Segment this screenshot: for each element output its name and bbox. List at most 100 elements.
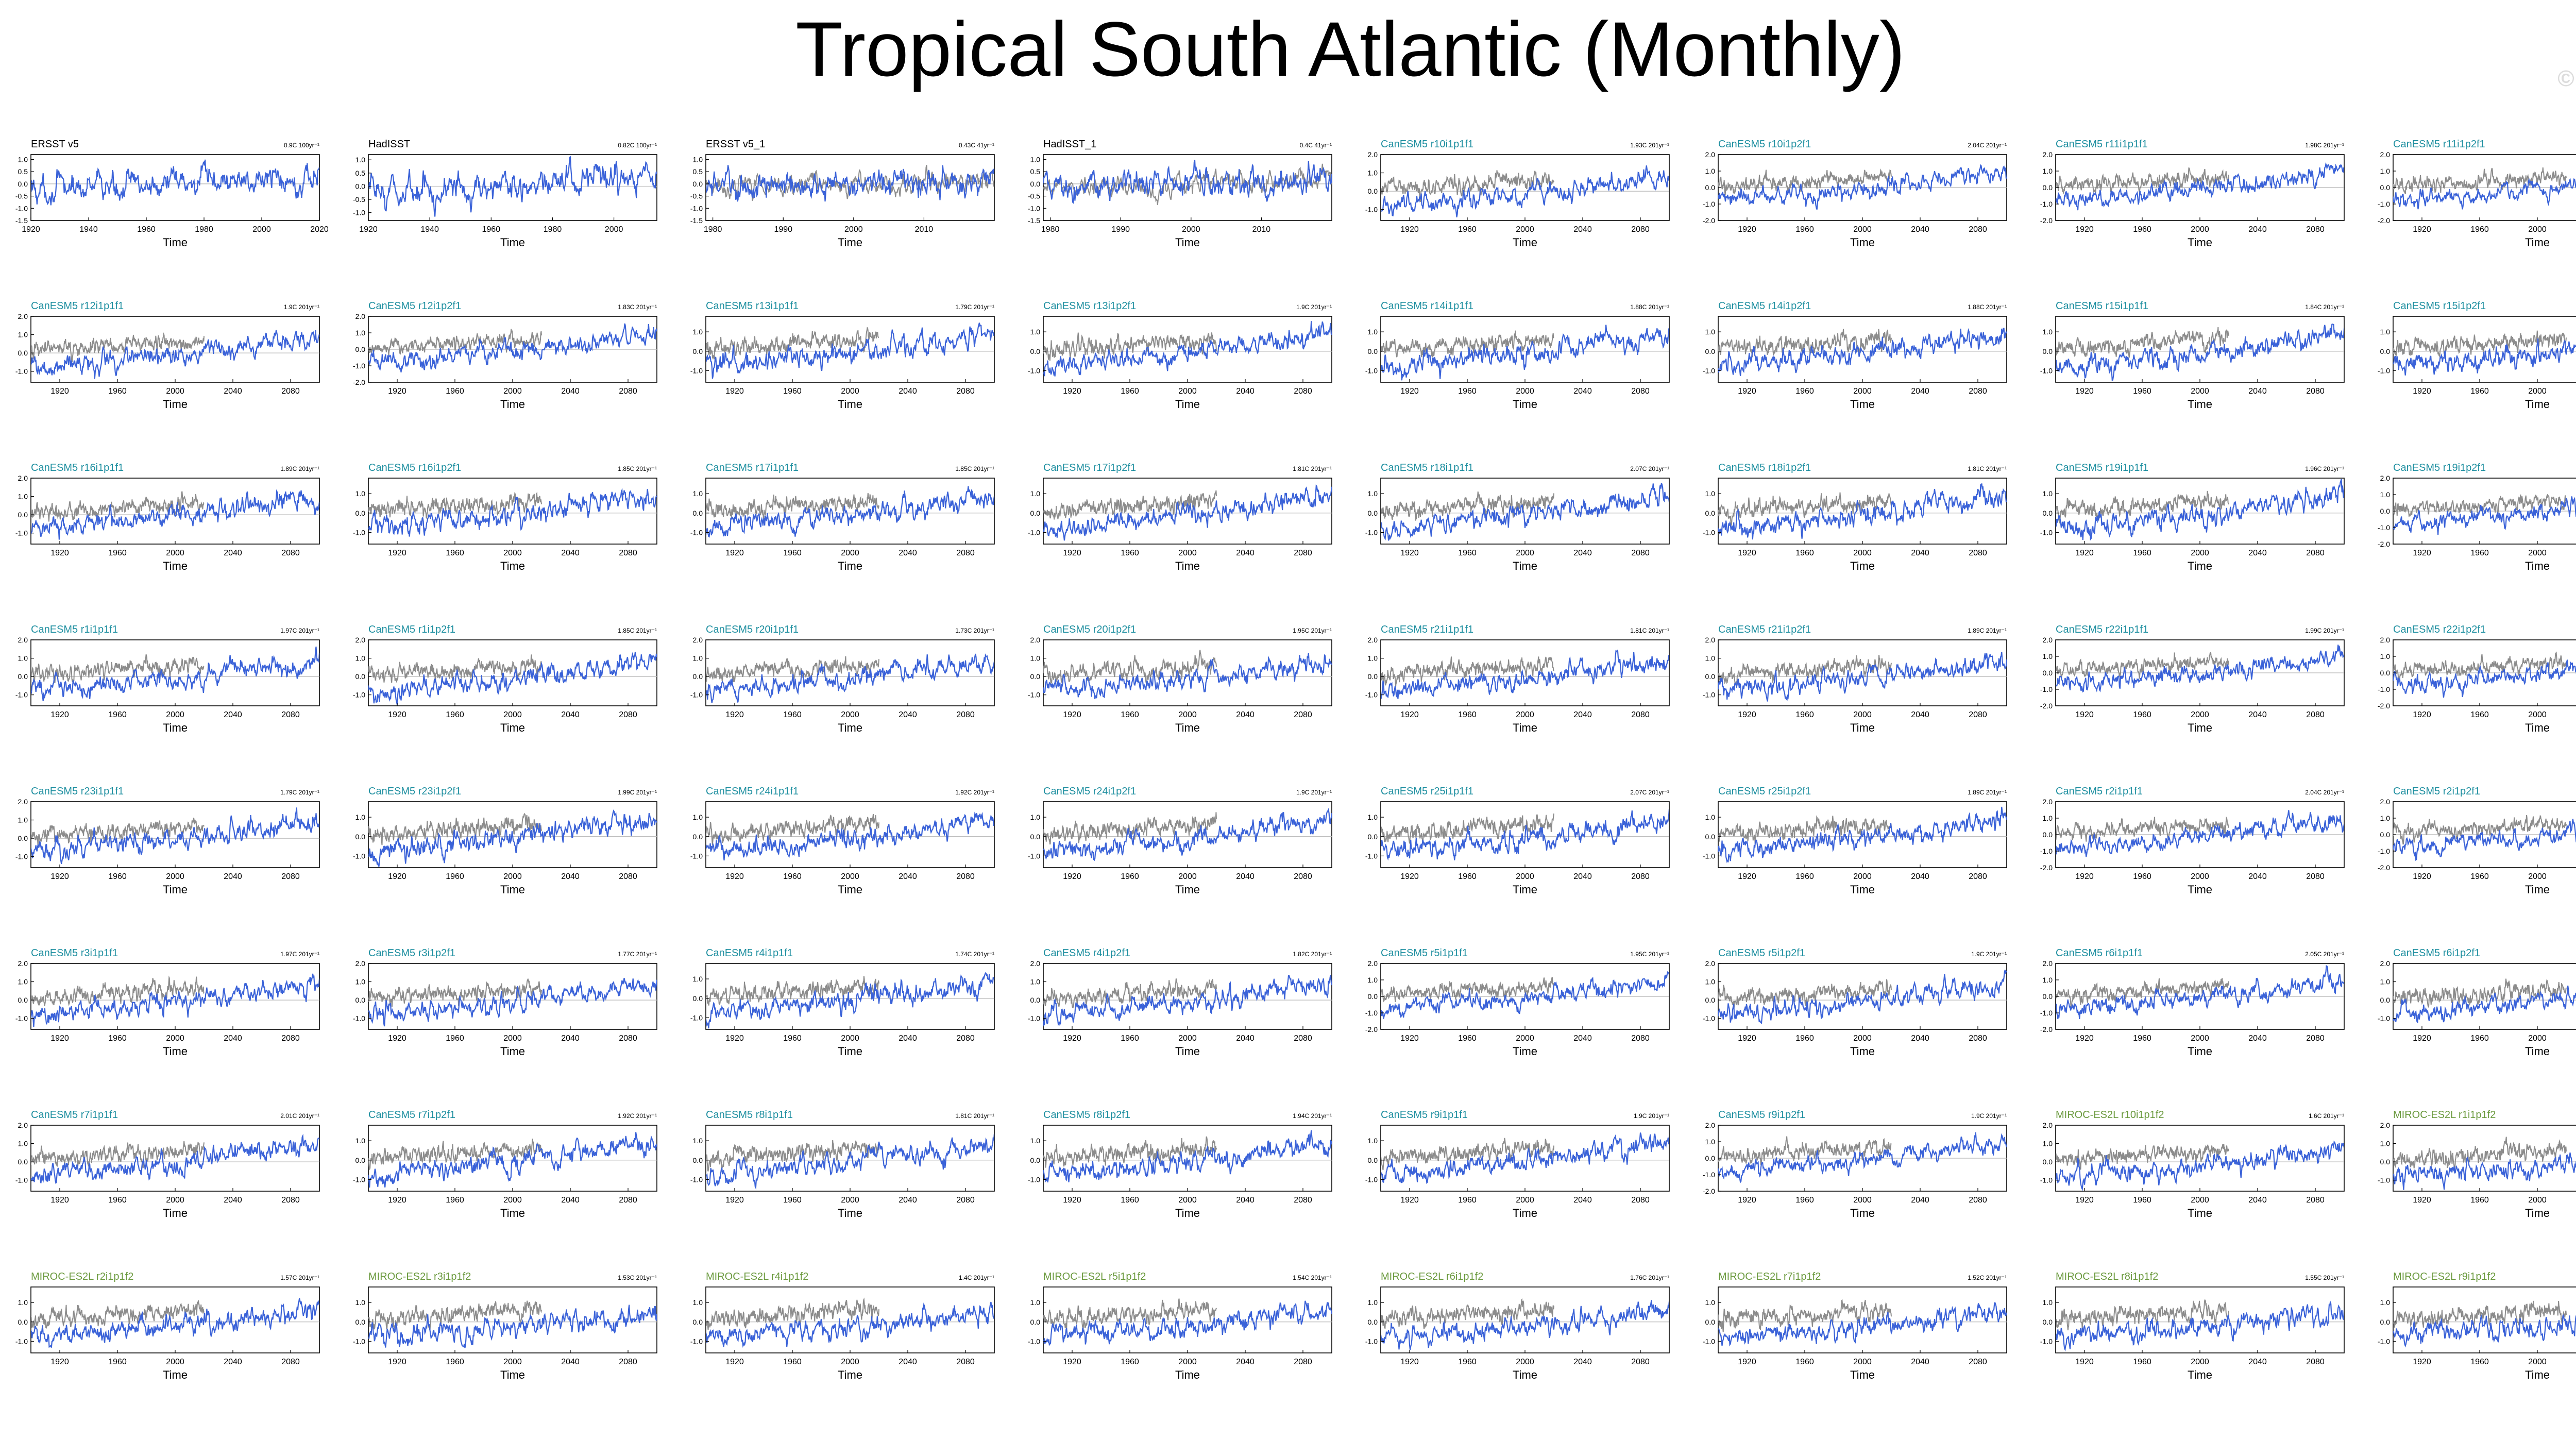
chart-panel: CanESM5 r11i1p2f11.85C 201yr⁻¹2.01.00.0-… xyxy=(2378,139,2576,249)
series-line xyxy=(368,156,657,217)
x-tick-label: 2080 xyxy=(1969,872,1987,881)
chart-panel: MIROC-ES2L r10i1p1f2 1.6C 201yr⁻¹ 2.0 1.0 0.… xyxy=(2040,1109,2345,1219)
series-line xyxy=(706,1301,994,1348)
y-tick-label: -2.0 xyxy=(2378,216,2390,225)
x-tick-label: 2000 xyxy=(1178,710,1197,719)
panel-label: CanESM5 r12i1p1f1 xyxy=(31,300,124,312)
y-tick-label: -2.0 xyxy=(1365,1025,1378,1034)
x-tick-label: 1920 xyxy=(725,1196,744,1205)
trend-label: 1.9C 201yr⁻¹ xyxy=(1634,1112,1669,1120)
x-tick-label: 2000 xyxy=(841,549,859,557)
x-axis-label: Time xyxy=(1175,721,1200,734)
y-tick-label: 0.0 xyxy=(1030,833,1041,841)
x-tick-label: 2040 xyxy=(224,872,242,881)
x-tick-label: 1960 xyxy=(1795,1196,1814,1205)
chart-panel: CanESM5 r16i1p1f1 1.89C 201yr⁻¹ 2.0 1.0 0.0 -… xyxy=(15,462,320,572)
panel-label: CanESM5 r9i1p2f1 xyxy=(1718,1109,1805,1121)
y-tick-label: 0.0 xyxy=(693,833,703,841)
trend-label: 1.85C 201yr⁻¹ xyxy=(955,465,994,472)
chart-panel: CanESM5 r20i1p1f1 1.73C 201yr⁻¹ 2.0 1.0 0.0 -… xyxy=(690,624,995,734)
trend-label: 1.53C 201yr⁻¹ xyxy=(618,1274,657,1281)
x-tick-label: 2000 xyxy=(2528,1034,2547,1043)
y-tick-label: -1.0 xyxy=(690,691,703,699)
x-tick-label: 2080 xyxy=(1969,1034,1987,1043)
chart-panel: CanESM5 r21i1p1f1 1.81C 201yr⁻¹ 2.0 1.0 0.0 -… xyxy=(1365,624,1670,734)
x-tick-label: 2080 xyxy=(956,1358,975,1366)
x-tick-label: 1980 xyxy=(544,225,562,234)
y-tick-label: 1.0 xyxy=(18,654,28,663)
x-tick-label: 1920 xyxy=(50,1196,69,1205)
y-tick-label: 0.0 xyxy=(355,1156,366,1164)
series-line xyxy=(1381,971,1669,1019)
y-tick-label: -1.0 xyxy=(1703,1337,1715,1345)
chart-panel: CanESM5 r17i1p2f1 1.81C 201yr⁻¹ 1.0 0.0 -1.0… xyxy=(1028,462,1332,572)
x-tick-label: 1960 xyxy=(783,1034,802,1043)
x-tick-label: 1960 xyxy=(1121,872,1139,881)
y-tick-label: 0.0 xyxy=(18,180,28,188)
panel-label: CanESM5 r21i1p2f1 xyxy=(1718,624,1811,635)
x-tick-label: 2080 xyxy=(2306,872,2325,881)
series-line xyxy=(2393,985,2576,1023)
y-tick-label: 1.0 xyxy=(18,493,28,501)
x-tick-label: 1920 xyxy=(725,1358,744,1366)
y-tick-label: 1.0 xyxy=(693,489,703,498)
x-tick-label: 2040 xyxy=(1911,1358,1929,1366)
x-tick-label: 2000 xyxy=(841,710,859,719)
series-line xyxy=(1718,164,2007,210)
y-tick-label: 0.0 xyxy=(1030,347,1041,355)
panel-label: CanESM5 r2i1p2f1 xyxy=(2393,786,2480,797)
x-tick-label: 1960 xyxy=(2133,1358,2151,1366)
obs-series-line xyxy=(2393,1300,2567,1328)
x-tick-label: 1920 xyxy=(2413,1358,2431,1366)
y-tick-label: 2.0 xyxy=(1705,959,1716,968)
y-tick-label: 0.0 xyxy=(1705,509,1716,517)
x-tick-label: 1920 xyxy=(1063,710,1081,719)
y-tick-label: 2.0 xyxy=(2043,636,2053,644)
x-tick-label: 2040 xyxy=(899,1034,917,1043)
panel-label: CanESM5 r8i1p1f1 xyxy=(706,1109,793,1121)
y-tick-label: -1.0 xyxy=(1703,366,1715,375)
x-tick-label: 2000 xyxy=(2191,710,2209,719)
x-tick-label: 2000 xyxy=(1853,1358,1872,1366)
y-tick-label: -1.0 xyxy=(353,852,365,860)
x-axis-label: Time xyxy=(500,883,525,896)
x-tick-label: 1960 xyxy=(446,1034,464,1043)
x-tick-label: 2000 xyxy=(1516,387,1534,396)
series-line xyxy=(2056,810,2344,857)
x-tick-label: 1960 xyxy=(137,225,156,234)
y-tick-label: 0.0 xyxy=(1368,672,1378,681)
y-tick-label: 2.0 xyxy=(1368,636,1378,644)
trend-label: 1.93C 201yr⁻¹ xyxy=(1630,142,1669,149)
x-tick-label: 2000 xyxy=(2191,225,2209,234)
chart-panel: CanESM5 r1i1p1f1 1.97C 201yr⁻¹ 2.0 1.0 0.0 -1… xyxy=(15,624,320,734)
page-title: Tropical South Atlantic (Monthly) xyxy=(795,6,1905,92)
y-tick-label: 1.0 xyxy=(355,813,366,821)
y-tick-label: 1.0 xyxy=(1368,328,1378,336)
x-axis-label: Time xyxy=(2188,398,2212,411)
y-tick-label: -2.0 xyxy=(353,378,365,386)
x-tick-label: 2000 xyxy=(1178,872,1197,881)
x-tick-label: 2040 xyxy=(1573,387,1592,396)
chart-panel: CanESM5 r16i1p2f1 1.85C 201yr⁻¹ 1.0 0.0 -1.0… xyxy=(353,462,657,572)
y-tick-label: -1.0 xyxy=(353,209,365,217)
y-tick-label: -1.0 xyxy=(1028,1175,1040,1183)
panel-label: CanESM5 r15i1p2f1 xyxy=(2393,300,2486,312)
x-tick-label: 1920 xyxy=(388,710,406,719)
y-tick-label: 0.0 xyxy=(1705,672,1716,681)
x-tick-label: 1960 xyxy=(783,387,802,396)
y-tick-label: 1.0 xyxy=(693,155,703,163)
x-tick-label: 1920 xyxy=(50,1034,69,1043)
y-tick-label: 1.0 xyxy=(1705,654,1716,663)
y-tick-label: 1.0 xyxy=(1030,813,1041,821)
y-tick-label: -1.0 xyxy=(15,1014,28,1023)
x-tick-label: 1920 xyxy=(359,225,378,234)
x-tick-label: 2080 xyxy=(281,1196,300,1205)
x-tick-label: 2000 xyxy=(2191,387,2209,396)
x-tick-label: 2000 xyxy=(841,1196,859,1205)
panel-label: CanESM5 r5i1p2f1 xyxy=(1718,947,1805,959)
x-axis-label: Time xyxy=(500,721,525,734)
trend-label: 2.07C 201yr⁻¹ xyxy=(1630,465,1669,472)
x-tick-label: 2000 xyxy=(1516,1358,1534,1366)
y-tick-label: 1.0 xyxy=(355,489,366,498)
x-tick-label: 2000 xyxy=(1853,1196,1872,1205)
